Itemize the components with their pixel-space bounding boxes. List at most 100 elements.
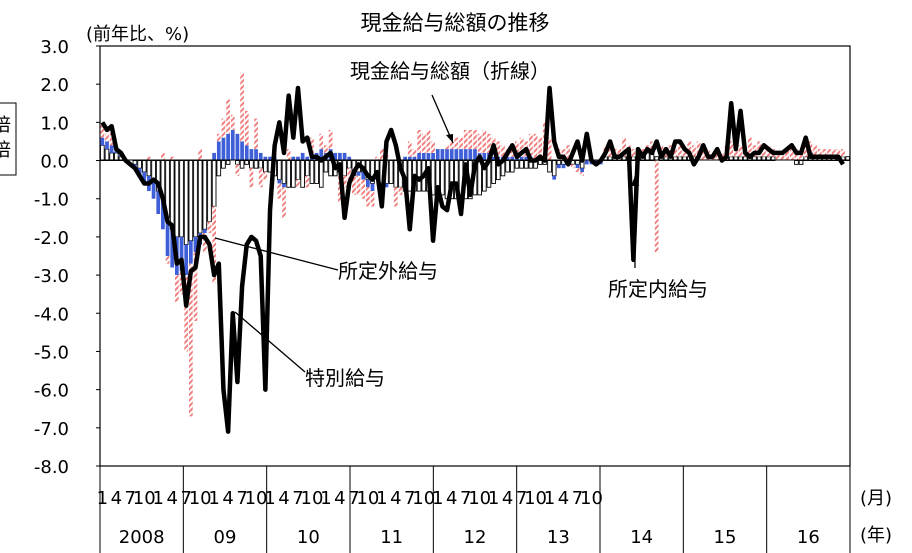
bar-overtime: [426, 152, 431, 161]
bar-scheduled: [146, 160, 152, 177]
bar-bonus: [417, 130, 421, 153]
bar-bonus: [477, 133, 482, 153]
x-year-unit: (年): [860, 525, 892, 546]
legend-box: [0, 102, 17, 176]
bar-bonus: [729, 141, 734, 157]
bar-overtime: [417, 152, 421, 161]
x-month-label: 10: [301, 488, 324, 509]
bar-overtime: [454, 149, 459, 161]
bar-scheduled: [281, 160, 287, 184]
bar-overtime: [361, 172, 366, 180]
annotation-scheduled: 所定内給与: [608, 277, 708, 301]
bar-overtime: [221, 137, 226, 161]
bar-bonus: [673, 149, 678, 157]
x-month-label: 7: [180, 488, 191, 509]
bar-scheduled: [169, 160, 175, 230]
bar-scheduled: [742, 156, 748, 161]
bar-scheduled: [197, 160, 203, 234]
bar-scheduled: [104, 148, 110, 161]
annotation-total: 現金給与総額（折線）: [350, 59, 550, 83]
x-month-label: 4: [278, 488, 289, 509]
bar-bonus: [496, 141, 501, 157]
chart-title: 現金給与総額の推移: [361, 11, 550, 35]
bar-bonus: [216, 133, 221, 142]
bar-scheduled: [677, 156, 683, 161]
bar-bonus: [254, 118, 258, 150]
bar-bonus: [608, 149, 612, 157]
y-tick-label: -7.0: [34, 419, 69, 440]
x-month-label: 7: [348, 488, 359, 509]
bar-scheduled: [523, 160, 529, 169]
bar-overtime: [575, 164, 580, 169]
bar-scheduled: [738, 156, 743, 161]
bar-scheduled: [132, 160, 138, 165]
legend-fragment-text-2: 倍: [0, 140, 11, 161]
x-month-label: 4: [166, 488, 177, 509]
x-month-label: 1: [208, 488, 219, 509]
bar-bonus: [198, 149, 203, 161]
bar-scheduled: [407, 160, 413, 192]
bar-scheduled: [314, 160, 319, 184]
bar-bonus: [654, 160, 659, 253]
bar-bonus: [678, 141, 682, 157]
bar-overtime: [268, 156, 272, 161]
bar-overtime: [403, 156, 407, 161]
bar-scheduled: [291, 160, 296, 188]
bar-scheduled: [756, 156, 762, 161]
x-month-label: 1: [320, 488, 331, 509]
bar-scheduled: [318, 160, 324, 188]
bar-bonus: [370, 191, 375, 207]
bar-overtime: [440, 149, 445, 161]
x-month-label: 1: [153, 488, 164, 509]
bar-bonus: [692, 145, 696, 157]
bar-bonus: [454, 137, 459, 150]
x-month-label: 1: [544, 488, 555, 509]
y-tick-label: 3.0: [40, 37, 69, 58]
y-axis-ticks: 3.0 2.0 1.0 0.0 -1.0 -2.0 -3.0 -4.0 -5.0 -6.0 -7.0…: [34, 37, 100, 478]
bar-bonus: [226, 99, 230, 134]
bar-overtime: [524, 156, 529, 161]
bar-scheduled: [100, 144, 105, 161]
bar-bonus: [161, 152, 165, 161]
x-year-label: 13: [547, 527, 570, 548]
bar-bonus: [701, 149, 706, 161]
total-line: [100, 85, 845, 434]
leader-overtime: [214, 237, 339, 271]
bar-bonus: [445, 145, 449, 150]
bar-bonus: [277, 183, 282, 199]
bar-overtime: [170, 229, 175, 268]
bar-bonus: [831, 149, 836, 157]
bar-overtime: [258, 152, 263, 161]
bar-overtime: [473, 149, 477, 161]
bar-bonus: [328, 130, 333, 150]
bar-scheduled: [519, 160, 524, 169]
bar-scheduled: [216, 160, 222, 177]
bar-bonus: [431, 141, 435, 153]
bar-overtime: [459, 149, 463, 161]
bar-scheduled: [258, 160, 264, 169]
bar-overtime: [161, 198, 165, 230]
bar-bonus: [580, 172, 585, 176]
plot-frame: [99, 45, 851, 467]
x-month-label: 4: [222, 488, 233, 509]
bar-scheduled: [244, 160, 250, 165]
bar-bonus: [813, 145, 817, 157]
bar-overtime: [151, 179, 156, 199]
bar-bonus: [305, 175, 310, 188]
bar-scheduled: [263, 160, 268, 173]
x-month-label: 10: [412, 488, 435, 509]
x-month-label: 4: [446, 488, 457, 509]
bar-scheduled: [794, 160, 799, 165]
bar-bonus: [817, 149, 822, 157]
bar-overtime: [254, 149, 258, 161]
bar-scheduled: [505, 160, 510, 173]
bar-scheduled: [113, 152, 119, 161]
x-year-label: 15: [714, 527, 737, 548]
bar-bonus: [193, 252, 198, 321]
bar-bonus: [547, 137, 552, 161]
bar-bonus: [808, 141, 813, 153]
bar-scheduled: [225, 160, 231, 165]
bar-overtime: [505, 156, 510, 161]
bar-bonus: [212, 206, 216, 283]
x-month-label: 10: [133, 488, 156, 509]
